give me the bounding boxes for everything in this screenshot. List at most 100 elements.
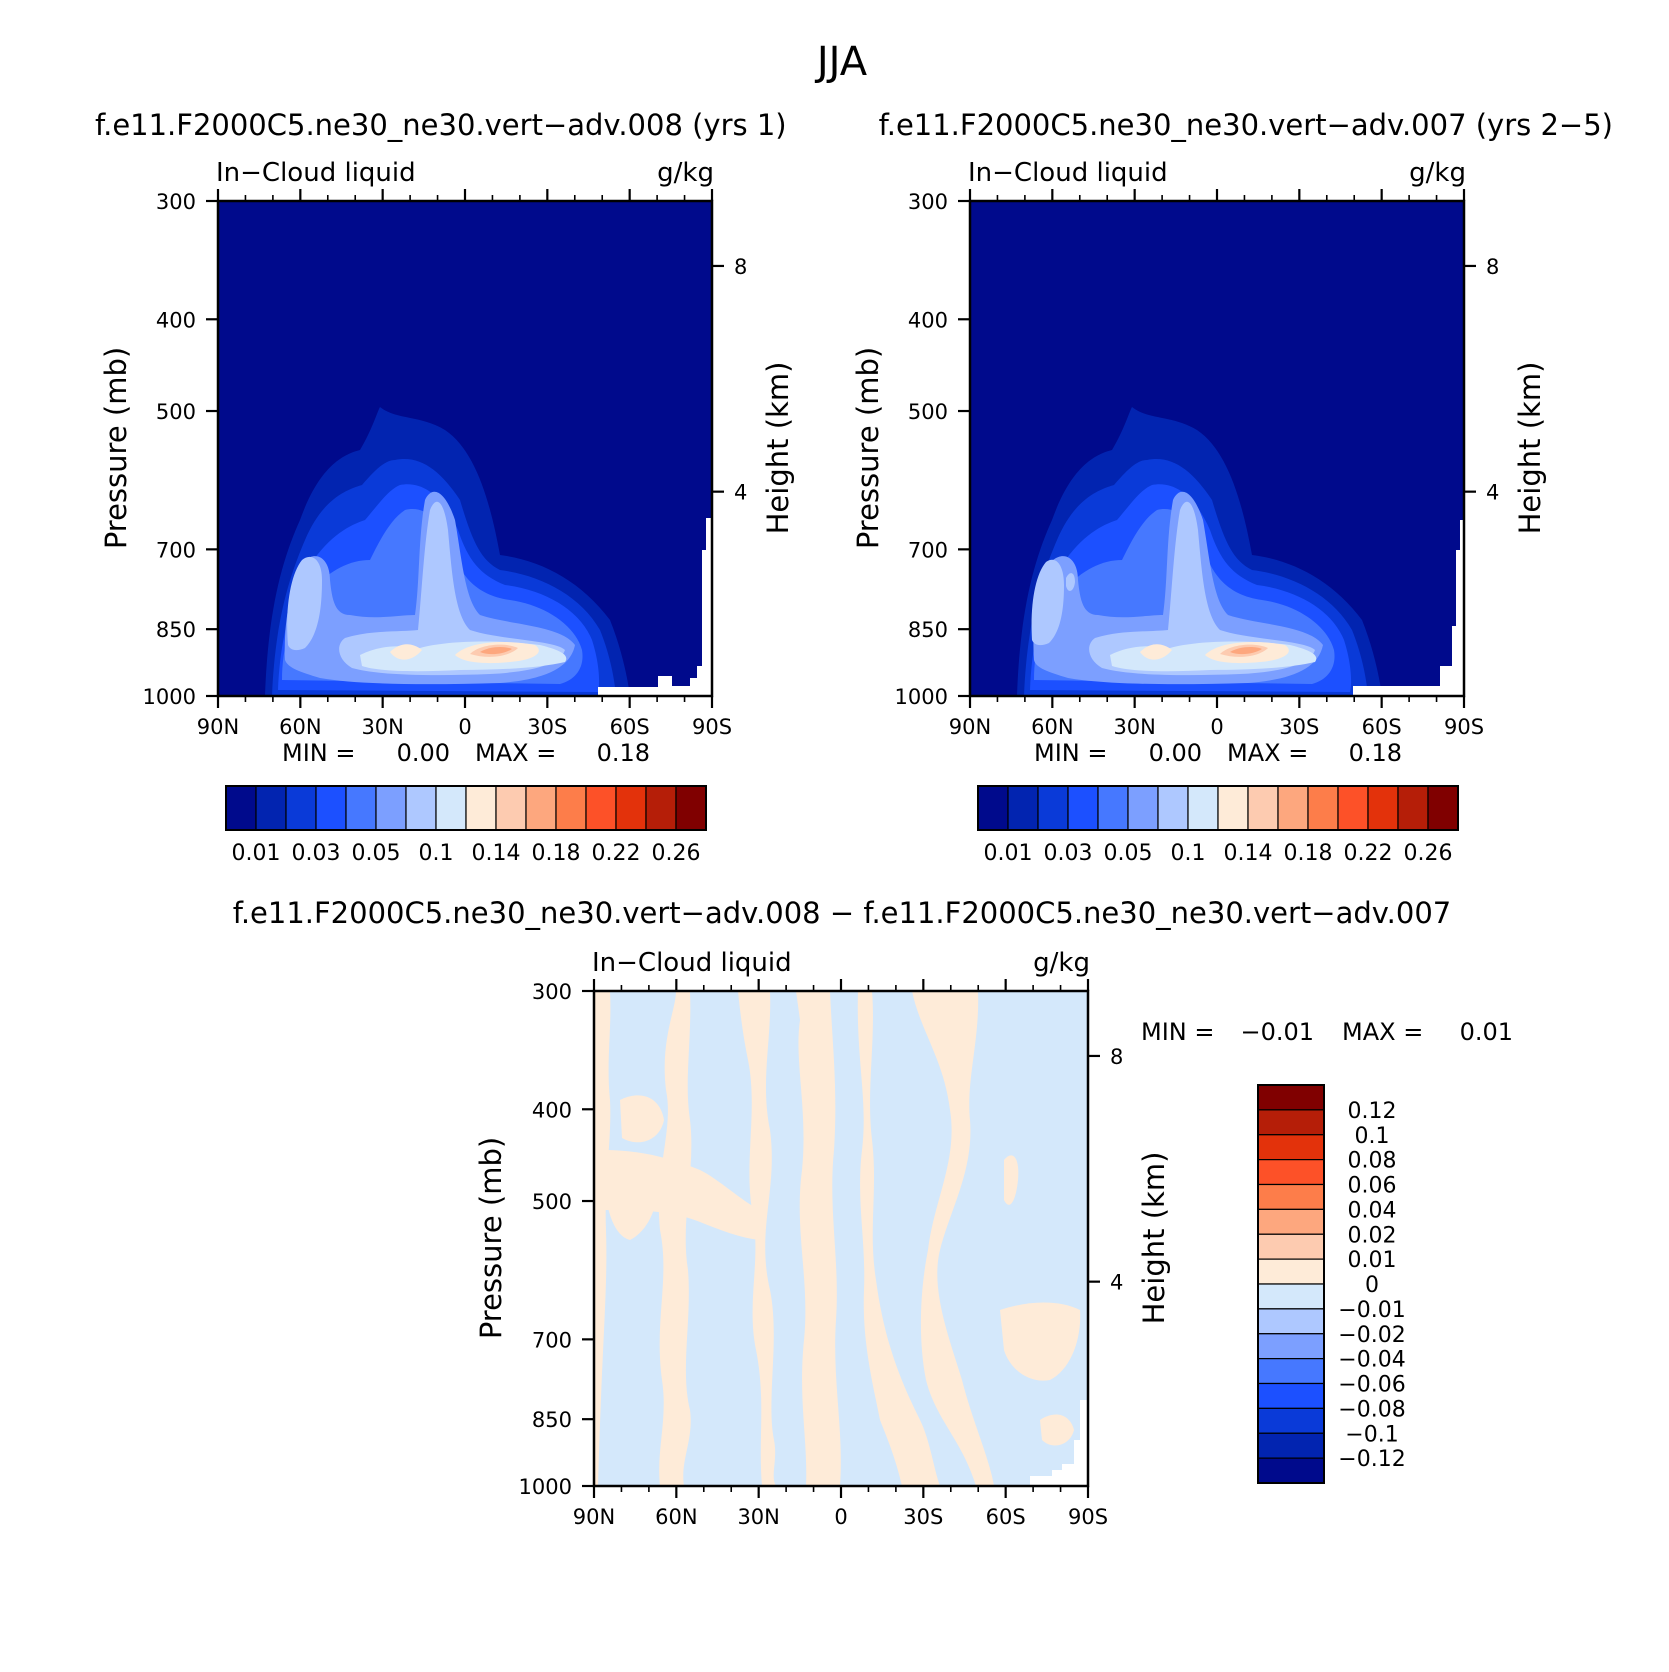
colorbar-swatch	[675, 785, 707, 831]
y-tick-label: 700	[156, 538, 196, 562]
panel-2-title: f.e11.F2000C5.ne30_ne30.vert−adv.007 (yr…	[879, 108, 1613, 142]
colorbar-swatch	[555, 785, 587, 831]
x-tick-label: 90S	[692, 715, 732, 739]
colorbar-swatch	[1257, 1382, 1325, 1409]
colorbar-swatch	[1257, 1183, 1325, 1210]
panel-1-min-value: 0.00	[397, 739, 450, 767]
panel-3-min-label: MIN =	[1141, 1018, 1214, 1046]
colorbar-label: 0	[1365, 1273, 1379, 1298]
x-tick-label: 90S	[1068, 1505, 1108, 1529]
colorbar-swatch	[1157, 785, 1189, 831]
colorbar-label: −0.04	[1338, 1348, 1405, 1373]
colorbar-swatch	[405, 785, 437, 831]
panel-3-ylabel-right: Height (km)	[1137, 1152, 1171, 1325]
colorbar-label: 0.1	[419, 841, 454, 866]
panel-1-cloud-contours	[265, 407, 630, 696]
panel-3-min-value: −0.01	[1240, 1018, 1314, 1046]
panel-3: f.e11.F2000C5.ne30_ne30.vert−adv.008 − f…	[233, 896, 1513, 1529]
panel-2-ylabel: Pressure (mb)	[851, 347, 885, 549]
positive-region	[1000, 1302, 1081, 1381]
colorbar-swatch	[1257, 1208, 1325, 1235]
colorbar-swatch	[1127, 785, 1159, 831]
colorbar-swatch	[255, 785, 287, 831]
panel-2-max-value: 0.18	[1349, 739, 1402, 767]
colorbar-label: 0.18	[1284, 841, 1333, 866]
panel-3-max-value: 0.01	[1460, 1018, 1513, 1046]
contour-level-6	[1031, 501, 1315, 676]
panel-2-field	[970, 201, 1464, 696]
panel-2-max-label: MAX =	[1227, 739, 1308, 767]
positive-region	[594, 991, 611, 1486]
colorbar-label: 0.01	[1348, 1248, 1397, 1273]
colorbar-label: 0.14	[1224, 841, 1273, 866]
colorbar-frame	[977, 785, 1459, 831]
x-tick-label: 0	[834, 1505, 847, 1529]
x-tick-label: 30S	[1279, 715, 1319, 739]
panel-3-variable: In−Cloud liquid	[592, 948, 792, 978]
colorbar-label: 0.05	[352, 841, 401, 866]
colorbar-label: 0.02	[1348, 1223, 1397, 1248]
y-tick-label: 1000	[519, 1475, 572, 1499]
y-tick-label: 400	[908, 308, 948, 332]
colorbar-swatch	[1257, 1233, 1325, 1260]
colorbar-label: 0.22	[592, 841, 641, 866]
positive-region	[857, 991, 940, 1486]
colorbar-swatch	[977, 785, 1009, 831]
colorbar-swatch	[1247, 785, 1279, 831]
y-tick-label: 500	[532, 1190, 572, 1214]
colorbar-swatch	[1097, 785, 1129, 831]
y-tick-label: 850	[532, 1408, 572, 1432]
colorbar-swatch	[1257, 1134, 1325, 1161]
panel-1-ylabel: Pressure (mb)	[99, 347, 133, 549]
colorbar-label: 0.06	[1348, 1174, 1397, 1199]
colorbar-swatch	[1257, 1358, 1325, 1385]
x-tick-label: 30N	[1113, 715, 1155, 739]
y-tick-label: 850	[908, 618, 948, 642]
panel-2: f.e11.F2000C5.ne30_ne30.vert−adv.007 (yr…	[851, 108, 1613, 866]
y2-tick-label: 4	[734, 481, 747, 505]
x-tick-label: 60N	[655, 1505, 697, 1529]
x-tick-label: 30N	[361, 715, 403, 739]
colorbar-swatch	[645, 785, 677, 831]
panel-1-max-value: 0.18	[597, 739, 650, 767]
x-tick-label: 90S	[1444, 715, 1484, 739]
figure-title: JJA	[814, 39, 868, 85]
y-tick-label: 850	[156, 618, 196, 642]
y2-tick-label: 4	[1110, 1271, 1123, 1295]
colorbar-swatch	[285, 785, 317, 831]
colorbar-swatch	[1367, 785, 1399, 831]
panel-1: f.e11.F2000C5.ne30_ne30.vert−adv.008 (yr…	[95, 108, 795, 866]
panel-3-ylabel: Pressure (mb)	[474, 1137, 508, 1339]
y-tick-label: 400	[532, 1098, 572, 1122]
positive-region	[912, 991, 994, 1486]
colorbar-label: 0.26	[652, 841, 701, 866]
colorbar-swatch	[1007, 785, 1039, 831]
y2-tick-label: 4	[1486, 481, 1499, 505]
colorbar-label: 0.04	[1348, 1198, 1397, 1223]
panel-2-variable: In−Cloud liquid	[968, 158, 1168, 188]
colorbar-swatch	[1217, 785, 1249, 831]
panel-2-min-label: MIN =	[1034, 739, 1107, 767]
y-tick-label: 700	[908, 538, 948, 562]
panel-3-terrain-mask	[1030, 1400, 1088, 1486]
colorbar-swatch	[1187, 785, 1219, 831]
colorbar-label: 0.1	[1355, 1124, 1390, 1149]
panel-1-max-label: MAX =	[475, 739, 556, 767]
x-tick-label: 30S	[903, 1505, 943, 1529]
y-tick-label: 1000	[895, 685, 948, 709]
panel-2-terrain-mask	[1353, 520, 1464, 696]
x-tick-label: 60N	[1031, 715, 1073, 739]
colorbar-swatch	[1257, 1308, 1325, 1335]
panel-3-title: f.e11.F2000C5.ne30_ne30.vert−adv.008 − f…	[233, 896, 1452, 930]
colorbar-swatch	[1257, 1407, 1325, 1434]
colorbar-label: −0.08	[1338, 1397, 1405, 1422]
x-tick-label: 90N	[197, 715, 239, 739]
panel-1-terrain-mask	[598, 518, 712, 696]
y-tick-label: 300	[532, 980, 572, 1004]
panel-2-cloud-contours	[1017, 407, 1382, 696]
y-tick-label: 300	[156, 190, 196, 214]
colorbar-swatch	[1257, 1258, 1325, 1285]
positive-region	[620, 1095, 664, 1143]
colorbar-swatch	[1257, 1333, 1325, 1360]
colorbar-swatch	[495, 785, 527, 831]
